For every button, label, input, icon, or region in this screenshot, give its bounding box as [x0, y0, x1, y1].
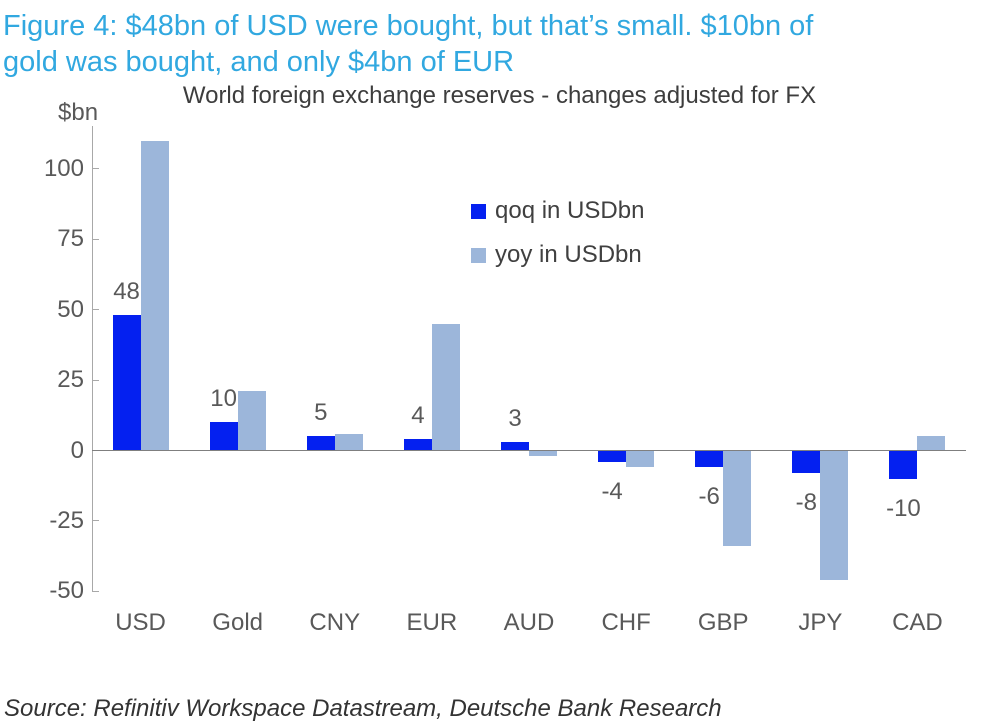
y-axis-unit-label: $bn [58, 99, 99, 126]
y-tick--50 [92, 590, 99, 592]
bar-qoq-AUD [501, 442, 529, 451]
x-category-label-CAD: CAD [892, 609, 943, 636]
legend-swatch-qoq-icon [471, 203, 486, 219]
bar-qoq-CAD [889, 450, 918, 479]
x-category-label-JPY: JPY [798, 609, 843, 636]
x-category-label-AUD: AUD [503, 609, 555, 636]
bar-yoy-USD [140, 140, 169, 451]
bar-qoq-GBP [695, 450, 724, 468]
bar-qoq-JPY [792, 450, 821, 474]
data-label-GBP: -6 [698, 483, 720, 511]
figure-title-line-2: gold was bought, and only $4bn of EUR [3, 46, 515, 78]
legend-item-yoy: yoy in USDbn [471, 242, 642, 268]
bar-yoy-EUR [431, 323, 460, 451]
legend-swatch-yoy-icon [471, 247, 486, 263]
data-label-AUD: 3 [508, 405, 522, 433]
x-category-label-CHF: CHF [601, 609, 651, 636]
bar-qoq-CNY [306, 436, 335, 451]
x-category-label-GBP: GBP [697, 609, 749, 636]
data-label-EUR: 4 [411, 402, 425, 430]
y-tick-25 [92, 379, 99, 381]
bar-yoy-GBP [723, 450, 752, 547]
data-label-USD: 48 [113, 278, 140, 306]
bar-qoq-Gold [209, 422, 238, 451]
x-category-label-CNY: CNY [309, 609, 361, 636]
y-tick-label-25: 25 [57, 366, 84, 394]
x-category-label-Gold: Gold [212, 609, 263, 636]
zero-baseline [92, 449, 966, 452]
bar-qoq-EUR [403, 439, 432, 451]
y-tick-label-75: 75 [57, 225, 84, 253]
chart-title: World foreign exchange reserves - change… [182, 82, 817, 109]
bar-yoy-CNY [334, 433, 363, 451]
legend-label-yoy: yoy in USDbn [495, 241, 642, 268]
data-label-CHF: -4 [601, 477, 623, 505]
x-category-label-USD: USD [115, 609, 166, 636]
bar-qoq-USD [112, 315, 141, 451]
y-tick-75 [92, 238, 99, 240]
y-tick--25 [92, 520, 99, 522]
data-label-Gold: 10 [210, 385, 237, 413]
bar-yoy-AUD [529, 450, 557, 457]
y-tick-label-50: 50 [57, 295, 84, 323]
legend-item-qoq: qoq in USDbn [471, 198, 644, 224]
x-category-label-EUR: EUR [406, 609, 458, 636]
y-tick-label-100: 100 [43, 154, 84, 182]
bar-yoy-CAD [917, 436, 946, 451]
bar-yoy-JPY [820, 450, 849, 581]
bar-yoy-CHF [626, 450, 655, 468]
figure-title-line-1: Figure 4: $48bn of USD were bought, but … [3, 10, 814, 42]
y-tick-label--50: -50 [49, 577, 84, 605]
figure-title: Figure 4: $48bn of USD were bought, but … [3, 8, 995, 80]
data-label-CNY: 5 [314, 399, 328, 427]
legend-label-qoq: qoq in USDbn [495, 197, 645, 224]
y-tick-50 [92, 309, 99, 311]
data-label-CAD: -10 [886, 494, 921, 522]
y-tick-label--25: -25 [49, 506, 84, 534]
bar-yoy-Gold [237, 391, 266, 451]
bar-qoq-CHF [598, 450, 627, 462]
source-note: Source: Refinitiv Workspace Datastream, … [4, 695, 722, 722]
data-label-JPY: -8 [795, 489, 817, 517]
y-axis-line [92, 126, 93, 592]
y-tick-label-0: 0 [70, 436, 84, 464]
y-tick-100 [92, 168, 99, 170]
